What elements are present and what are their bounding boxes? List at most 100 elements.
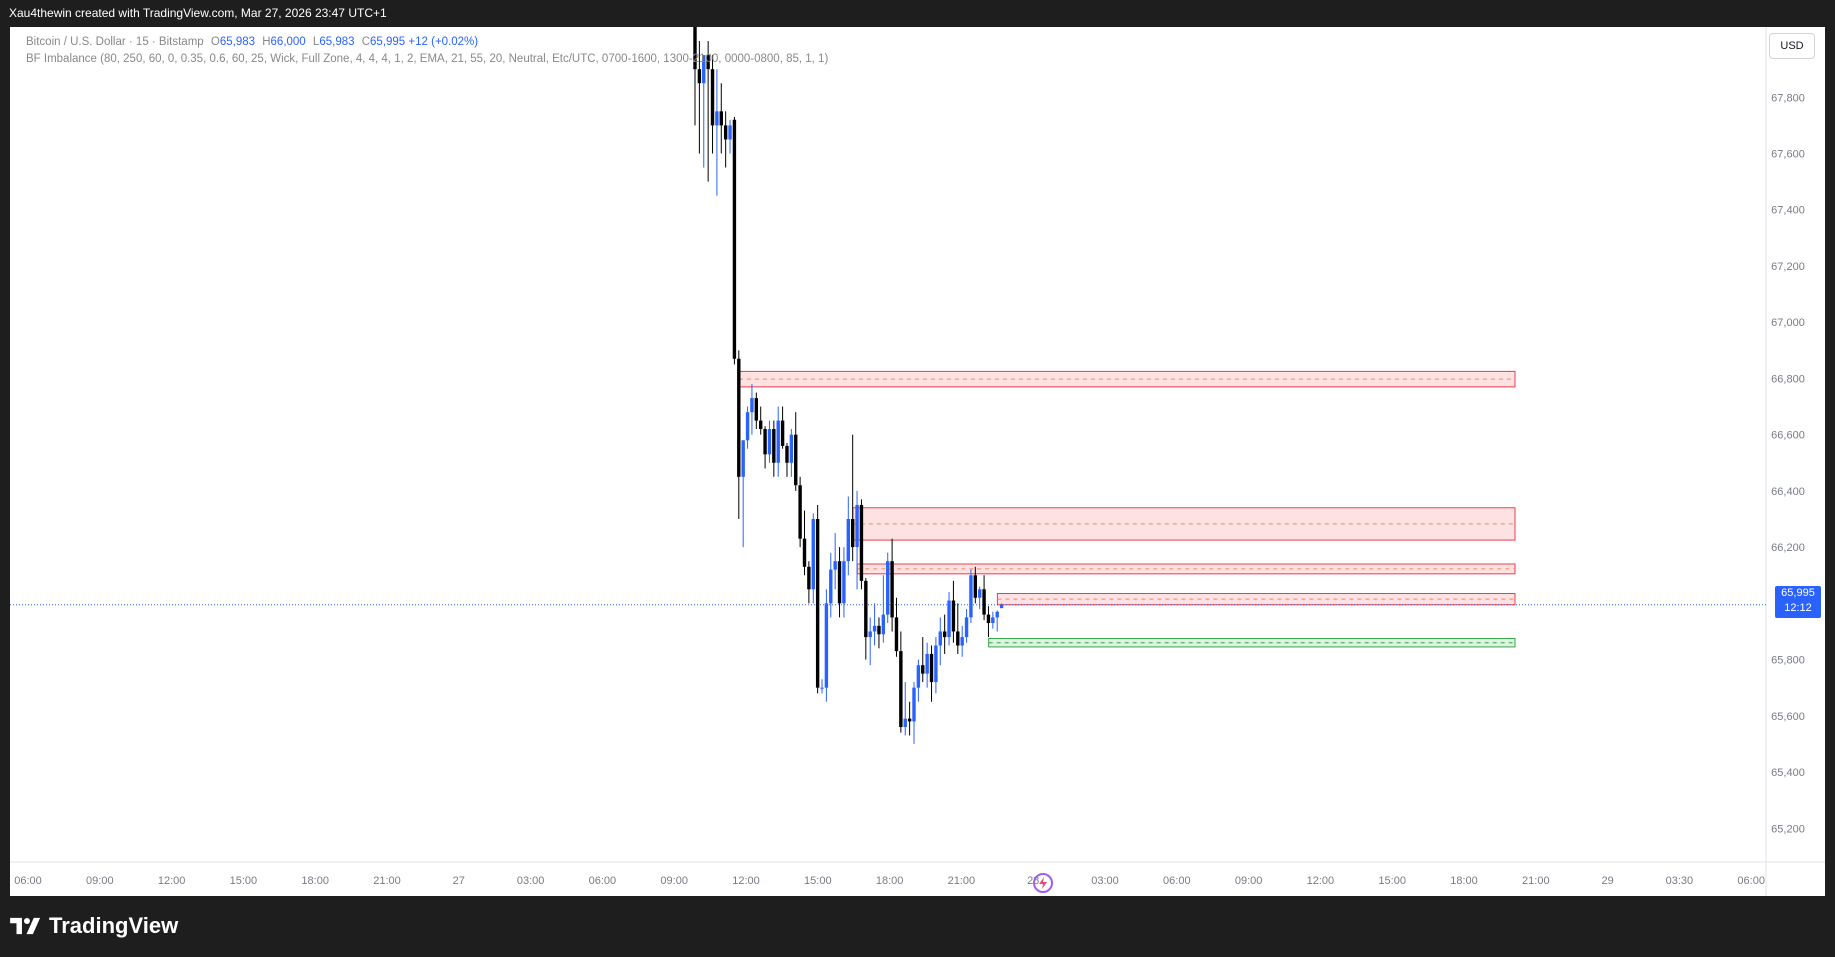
x-tick-label: 18:00	[876, 875, 904, 887]
credit-bar: Xau4thewin created with TradingView.com,…	[0, 0, 1835, 27]
y-tick-label: 65,400	[1771, 767, 1805, 779]
tradingview-logo[interactable]: TradingView	[10, 910, 178, 942]
y-tick-label: 67,400	[1771, 205, 1805, 217]
y-tick-label: 67,800	[1771, 92, 1805, 104]
candle-body	[732, 119, 737, 359]
x-tick-label: 03:00	[517, 875, 545, 887]
candle-body	[763, 429, 767, 455]
candle-body	[802, 538, 807, 567]
candle-body	[837, 561, 842, 604]
candle-body	[833, 561, 837, 570]
candle-body	[794, 434, 798, 486]
candle-body	[982, 589, 986, 615]
candle-body	[785, 445, 789, 463]
candle-body	[780, 420, 785, 446]
candle-body	[964, 617, 969, 638]
x-tick-label: 03:30	[1666, 875, 1694, 887]
candle-body	[842, 561, 846, 604]
candle-body	[921, 665, 925, 674]
candle-body	[978, 589, 982, 598]
candle-body	[728, 125, 732, 140]
tradingview-logo-icon	[10, 917, 41, 935]
candle-body	[934, 645, 938, 683]
candle-body	[960, 637, 964, 646]
x-tick-label: 21:00	[1522, 875, 1550, 887]
candle-body	[776, 420, 780, 463]
candle-body	[723, 125, 728, 140]
y-tick-label: 65,600	[1771, 711, 1805, 723]
candle-body	[947, 600, 951, 638]
y-tick-label: 67,200	[1771, 261, 1805, 273]
candle-body	[886, 561, 890, 615]
candle-body	[807, 566, 811, 590]
x-tick-label: 09:00	[1235, 875, 1263, 887]
candle-body	[772, 429, 776, 463]
candle-body	[986, 614, 991, 624]
lightning-icon	[1033, 873, 1053, 893]
y-tick-label: 67,000	[1771, 317, 1805, 329]
candle-body	[903, 718, 907, 728]
chart-frame[interactable]: 67,800 67,600 67,400 67,200 67,000 66,800 66,6…	[10, 27, 1825, 896]
candlestick-chart[interactable]: 67,800 67,600 67,400 67,200 67,000 66,800 66,6…	[10, 27, 1825, 896]
candle-body	[929, 653, 934, 683]
candle-body	[706, 55, 710, 70]
candle-body	[829, 569, 833, 604]
bar-countdown: 12:12	[1784, 602, 1812, 614]
candle-body	[697, 69, 702, 84]
candle-body	[969, 575, 973, 618]
symbol-label[interactable]: Bitcoin / U.S. Dollar · 15 · Bitstamp	[26, 36, 204, 48]
x-tick-label: 06:00	[14, 875, 42, 887]
x-tick-label: 21:00	[373, 875, 401, 887]
footer-bar: TradingView	[0, 896, 1835, 957]
y-tick-label: 67,600	[1771, 149, 1805, 161]
candle-body	[868, 631, 872, 638]
candle-body	[767, 429, 772, 455]
high-value: 66,000	[270, 36, 306, 48]
x-tick-label: 09:00	[86, 875, 114, 887]
x-tick-label: 12:00	[1307, 875, 1335, 887]
x-tick-label: 21:00	[948, 875, 976, 887]
candle-body	[789, 434, 794, 463]
change-value: +12 (+0.02%)	[408, 36, 479, 48]
candle-body	[899, 651, 903, 728]
candle-body	[750, 398, 754, 413]
candle-body	[710, 69, 715, 126]
x-tick-label: 12:00	[158, 875, 186, 887]
x-tick-label: 12:00	[732, 875, 760, 887]
indicator-label[interactable]: BF Imbalance (80, 250, 60, 0, 0.35, 0.6,…	[26, 53, 829, 65]
candle-body	[951, 600, 956, 632]
candle-body	[754, 398, 759, 421]
candle-body	[715, 111, 719, 126]
x-tick-label: 06:00	[1737, 875, 1765, 887]
y-tick-label: 66,200	[1771, 542, 1805, 554]
low-value: 65,983	[319, 36, 355, 48]
x-tick-label: 18:00	[301, 875, 329, 887]
x-tick-label: 15:00	[804, 875, 832, 887]
candle-body	[995, 611, 999, 618]
x-tick-label: 06:00	[1163, 875, 1191, 887]
y-tick-label: 66,400	[1771, 486, 1805, 498]
candle-body	[719, 111, 723, 126]
candle-body	[859, 504, 864, 581]
open-value: 65,983	[219, 36, 256, 48]
candle-body	[925, 653, 929, 674]
y-tick-label: 66,800	[1771, 373, 1805, 385]
close-value: 65,995	[370, 36, 406, 48]
y-tick-label: 66,600	[1771, 430, 1805, 442]
x-tick-label: 27	[453, 875, 465, 887]
candle-body	[890, 561, 894, 618]
candle-body	[942, 631, 947, 638]
chart-legend: Bitcoin / U.S. Dollar · 15 · Bitstamp O6…	[26, 34, 828, 68]
y-tick-label: 65,200	[1771, 823, 1805, 835]
x-tick-label: 29	[1601, 875, 1613, 887]
x-tick-label: 09:00	[660, 875, 688, 887]
candle-body	[798, 485, 802, 539]
candle-body	[872, 625, 877, 632]
candle-body	[737, 358, 741, 477]
currency-button[interactable]: USD	[1769, 33, 1815, 59]
candle-body	[973, 575, 978, 598]
candle-body	[759, 420, 763, 430]
x-tick-label: 15:00	[1378, 875, 1406, 887]
y-tick-label: 65,800	[1771, 655, 1805, 667]
candle-body	[881, 614, 886, 635]
